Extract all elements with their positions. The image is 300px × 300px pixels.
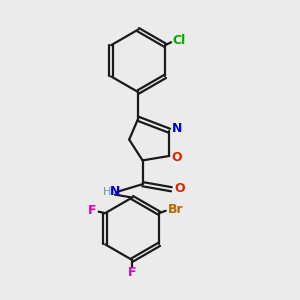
Text: N: N <box>110 185 120 198</box>
Text: N: N <box>172 122 182 135</box>
Text: O: O <box>174 182 185 195</box>
Text: H: H <box>103 187 111 196</box>
Text: Cl: Cl <box>172 34 185 47</box>
Text: F: F <box>128 266 136 279</box>
Text: F: F <box>88 204 96 217</box>
Text: Br: Br <box>168 203 184 216</box>
Text: O: O <box>171 151 182 164</box>
